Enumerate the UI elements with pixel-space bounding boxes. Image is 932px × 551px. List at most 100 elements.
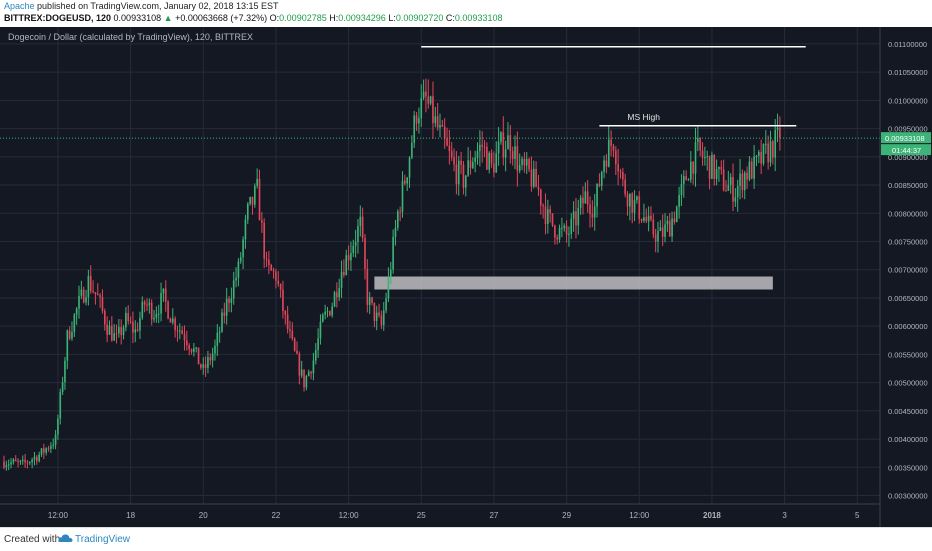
- candle-down: [258, 169, 261, 221]
- candle-body: [103, 310, 106, 325]
- candle-body: [539, 189, 542, 206]
- candle-body: [317, 338, 319, 350]
- candle-body: [718, 167, 720, 169]
- candle-up: [80, 280, 83, 300]
- candle-down: [624, 173, 627, 198]
- candle-body: [598, 183, 601, 186]
- candle-down: [47, 445, 50, 452]
- candle-down: [361, 207, 364, 242]
- candle-up: [246, 202, 249, 224]
- candle-body: [532, 168, 535, 187]
- candle-body: [561, 227, 563, 229]
- candle-down: [528, 157, 530, 172]
- candle-down: [14, 455, 17, 462]
- candle-down: [366, 259, 369, 313]
- candle-down: [436, 103, 439, 131]
- time-tick-label: 12:00: [48, 511, 69, 520]
- candle-down: [275, 268, 277, 289]
- tradingview-link[interactable]: TradingView: [75, 534, 131, 545]
- candle-up: [202, 357, 205, 375]
- candle-body: [645, 217, 648, 222]
- candle-down: [779, 116, 781, 151]
- candle-down: [511, 146, 514, 166]
- candle-down: [265, 251, 268, 267]
- candle-body: [375, 312, 378, 321]
- close-value: 0.00933108: [454, 13, 503, 23]
- candle-up: [718, 166, 720, 182]
- candle-body: [251, 196, 254, 205]
- candle-body: [99, 295, 101, 297]
- candle-body: [654, 234, 657, 242]
- candle-up: [504, 140, 507, 172]
- candle-up: [21, 455, 24, 465]
- publish-header: Apache published on TradingView.com, Jan…: [0, 0, 932, 26]
- candle-down: [24, 453, 26, 468]
- candle-body: [73, 314, 76, 332]
- candle-up: [675, 205, 678, 223]
- candle-body: [671, 218, 673, 237]
- candle-down: [150, 299, 153, 326]
- candle-body: [157, 313, 160, 315]
- candle-body: [455, 164, 458, 185]
- candle-body: [497, 141, 500, 154]
- candle-body: [739, 173, 741, 187]
- candle-body: [617, 164, 619, 172]
- candle-up: [776, 113, 779, 143]
- candle-down: [483, 140, 486, 158]
- candle-body: [640, 218, 643, 221]
- candle-up: [193, 342, 195, 357]
- published-text: published on TradingView.com, January 02…: [37, 1, 279, 11]
- candle-down: [261, 212, 263, 233]
- candle-body: [237, 261, 240, 278]
- candle-body: [439, 124, 441, 128]
- time-tick-label: 22: [271, 511, 280, 520]
- candle-body: [275, 271, 277, 281]
- candle-down: [228, 296, 230, 313]
- candle-up: [71, 321, 73, 341]
- candle-body: [350, 253, 352, 261]
- candle-up: [307, 369, 310, 377]
- chart-panel[interactable]: MS High 0.01100000 0.01050000 0.01000000 0.…: [0, 27, 932, 527]
- candle-down: [286, 305, 289, 334]
- candle-down: [298, 351, 301, 385]
- candle-up: [207, 350, 209, 374]
- candle-body: [507, 135, 509, 150]
- candle-down: [614, 146, 617, 176]
- candle-body: [188, 345, 191, 350]
- candle-body: [413, 115, 416, 143]
- candle-up: [643, 203, 645, 223]
- candle-body: [359, 216, 362, 226]
- candle-up: [697, 126, 699, 152]
- candle-up: [45, 447, 48, 456]
- candlestick-chart[interactable]: MS High 0.011000000.010500000.010000000.…: [0, 27, 932, 527]
- time-tick-label: 20: [199, 511, 208, 520]
- candles-layer: [3, 78, 781, 471]
- candle-body: [542, 205, 544, 207]
- candle-up: [736, 179, 739, 212]
- candle-up: [521, 156, 523, 171]
- candle-body: [24, 459, 26, 463]
- candle-body: [14, 459, 17, 462]
- candle-up: [603, 155, 605, 179]
- candle-body: [689, 161, 692, 180]
- candle-down: [167, 300, 169, 320]
- candle-body: [181, 330, 183, 334]
- candle-body: [757, 151, 760, 156]
- candle-up: [774, 119, 777, 172]
- candle-body: [570, 218, 573, 234]
- candle-body: [214, 345, 216, 354]
- candle-up: [392, 229, 394, 274]
- author-link[interactable]: Apache: [4, 1, 35, 11]
- candle-body: [415, 115, 418, 124]
- candle-up: [256, 168, 258, 189]
- candle-body: [535, 168, 537, 188]
- candle-up: [235, 267, 237, 288]
- publish-line: Apache published on TradingView.com, Jan…: [4, 1, 279, 11]
- candle-up: [755, 154, 758, 167]
- candle-body: [71, 331, 73, 339]
- candle-down: [544, 193, 547, 235]
- candle-down: [741, 169, 744, 198]
- candle-down: [591, 200, 594, 228]
- candle-down: [542, 203, 544, 219]
- chart-title: Dogecoin / Dollar (calculated by Trading…: [8, 32, 253, 42]
